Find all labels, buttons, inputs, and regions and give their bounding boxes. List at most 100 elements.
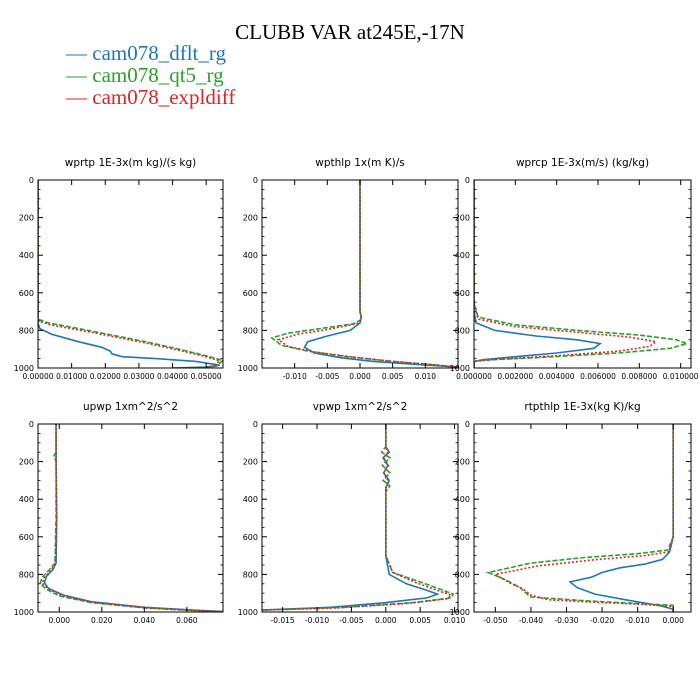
- y-tick-label: 200: [19, 458, 34, 467]
- x-tick-label: 0.03000: [123, 372, 154, 381]
- panel-title: wpthlp 1x(m K)/s: [315, 157, 405, 169]
- legend-marker: —: [66, 63, 93, 87]
- y-tick-label: 400: [455, 251, 470, 260]
- y-tick-label: 1000: [450, 364, 470, 373]
- y-tick-label: 1000: [14, 608, 34, 617]
- series-line-cam078_qt5_rg: [485, 424, 674, 612]
- x-tick-label: 0.040: [134, 616, 156, 625]
- x-tick-label: 0.002000: [497, 372, 533, 381]
- y-tick-label: 800: [455, 570, 470, 579]
- y-tick-label: 400: [19, 495, 34, 504]
- x-tick-label: 0.01000: [56, 372, 87, 381]
- series-line-cam078_dflt_rg: [38, 180, 220, 368]
- x-tick-label: 0.005: [409, 616, 431, 625]
- legend-label: cam078_expldiff: [92, 85, 236, 109]
- y-tick-label: 800: [243, 570, 258, 579]
- series-line-cam078_dflt_rg: [262, 424, 440, 611]
- y-tick-label: 800: [19, 326, 34, 335]
- series-line-cam078_expldiff: [276, 180, 458, 368]
- plot-frame: [473, 179, 692, 369]
- x-tick-label: -0.010: [283, 372, 307, 381]
- y-tick-label: 0: [253, 420, 258, 429]
- series-line-cam078_expldiff: [41, 424, 223, 612]
- x-tick-label: 0.008000: [621, 372, 657, 381]
- legend-label: cam078_qt5_rg: [92, 63, 224, 87]
- y-tick-label: 400: [455, 495, 470, 504]
- series-line-cam078_expldiff: [38, 180, 222, 368]
- y-tick-label: 0: [465, 420, 470, 429]
- y-tick-label: 0: [29, 420, 34, 429]
- y-tick-label: 800: [455, 326, 470, 335]
- series-line-cam078_qt5_rg: [262, 424, 455, 611]
- series-line-cam078_dflt_rg: [474, 180, 603, 368]
- x-tick-label: -0.010: [626, 616, 650, 625]
- series-line-cam078_expldiff: [262, 424, 453, 611]
- panel-title: upwp 1xm^2/s^2: [83, 401, 178, 413]
- panel-3: wprcp 1E-3x(m/s) (kg/kg) 0 200 400 600 800 100…: [450, 157, 699, 381]
- x-tick-label: 0.010: [444, 616, 466, 625]
- y-tick-label: 800: [19, 570, 34, 579]
- y-tick-label: 0: [29, 176, 34, 185]
- legend-entry-expldiff: — cam078_expldiff: [66, 86, 235, 108]
- panel-title: wprcp 1E-3x(m/s) (kg/kg): [516, 157, 649, 169]
- x-tick-label: 0.000: [662, 616, 684, 625]
- legend-marker: —: [66, 85, 93, 109]
- x-tick-label: 0.05000: [191, 372, 222, 381]
- panel-1: wprtp 1E-3x(m kg)/(s kg) 0 200 400 600 800 100…: [14, 157, 224, 381]
- y-tick-label: 600: [19, 533, 34, 542]
- series-line-cam078_qt5_rg: [38, 180, 223, 368]
- x-tick-label: 0.000: [375, 616, 397, 625]
- y-tick-label: 600: [19, 289, 34, 298]
- y-tick-label: 200: [455, 458, 470, 467]
- plot-frame: [473, 423, 692, 613]
- y-tick-label: 1000: [14, 364, 34, 373]
- x-tick-label: -0.040: [519, 616, 543, 625]
- y-tick-label: 600: [455, 533, 470, 542]
- series-line-cam078_expldiff: [493, 424, 674, 612]
- x-tick-label: 0.010: [415, 372, 437, 381]
- y-tick-label: 600: [455, 289, 470, 298]
- panel-title: vpwp 1xm^2/s^2: [313, 401, 408, 413]
- panel-4: upwp 1xm^2/s^2 0 200 400 600 800 1000 0.000 0.02…: [14, 401, 224, 625]
- series-line-cam078_dflt_rg: [43, 424, 223, 612]
- x-tick-label: 0.02000: [90, 372, 121, 381]
- legend-entry-qt5: — cam078_qt5_rg: [66, 64, 235, 86]
- x-tick-label: 0.000: [349, 372, 371, 381]
- x-tick-label: 0.020: [91, 616, 113, 625]
- x-tick-label: 0.04000: [157, 372, 188, 381]
- x-tick-label: 0.000: [49, 616, 71, 625]
- y-tick-label: 1000: [450, 608, 470, 617]
- figure-title: CLUBB VAR at245E,-17N: [235, 20, 465, 44]
- legend: — cam078_dflt_rg — cam078_qt5_rg — cam07…: [66, 42, 235, 108]
- series-line-cam078_dflt_rg: [303, 180, 458, 368]
- x-tick-label: 0.000000: [456, 372, 492, 381]
- x-tick-label: 0.004000: [539, 372, 575, 381]
- x-tick-label: 0.006000: [580, 372, 616, 381]
- legend-marker: —: [66, 41, 93, 65]
- legend-entry-dflt: — cam078_dflt_rg: [66, 42, 235, 64]
- panel-title: wprtp 1E-3x(m kg)/(s kg): [65, 157, 196, 169]
- x-tick-label: -0.015: [271, 616, 295, 625]
- y-tick-label: 200: [19, 214, 34, 223]
- y-tick-label: 600: [243, 289, 258, 298]
- panel-2: wpthlp 1x(m K)/s 0 200 400 600 800 1000 -0.010-…: [238, 157, 459, 381]
- plot-frame: [261, 423, 459, 613]
- legend-label: cam078_dflt_rg: [92, 41, 227, 65]
- series-line-cam078_dflt_rg: [568, 424, 674, 612]
- y-tick-label: 1000: [238, 608, 258, 617]
- y-tick-label: 400: [243, 495, 258, 504]
- series-line-cam078_expldiff: [474, 180, 658, 368]
- x-tick-label: 0.010000: [663, 372, 699, 381]
- y-tick-label: 400: [243, 251, 258, 260]
- plot-frame: [37, 179, 224, 369]
- x-tick-label: -0.050: [483, 616, 507, 625]
- x-tick-label: -0.020: [590, 616, 614, 625]
- series-line-cam078_qt5_rg: [270, 180, 458, 368]
- x-tick-label: 0.005: [382, 372, 404, 381]
- panel-5: vpwp 1xm^2/s^2 0 200 400 600 800 1000 -0.015 -0.…: [238, 401, 466, 625]
- plot-frame: [37, 423, 224, 613]
- panel-6: rtpthlp 1E-3x(kg K)/kg 0 200 400 600 800 1000 -…: [450, 401, 692, 625]
- y-tick-label: 200: [243, 458, 258, 467]
